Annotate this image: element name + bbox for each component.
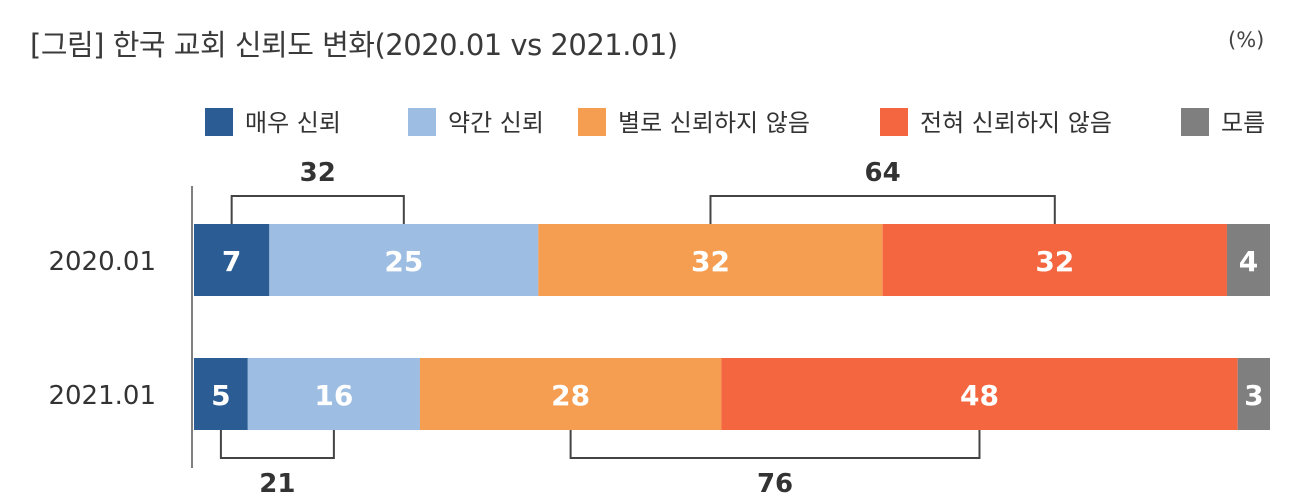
bar-segment-1-5	[1226, 224, 1270, 296]
data-label-2-2: 16	[314, 379, 353, 412]
bar-segment-1-4	[882, 224, 1227, 296]
chart-title: [그림] 한국 교회 신뢰도 변화(2020.01 vs 2021.01)	[30, 28, 678, 62]
bracket-4	[569, 430, 981, 459]
data-label-2-4: 48	[960, 379, 999, 412]
data-label-1-3: 32	[691, 245, 730, 278]
legend-swatch-2	[408, 108, 436, 136]
legend-label-2: 약간 신뢰	[448, 109, 544, 137]
data-label-2-3: 28	[551, 379, 590, 412]
bar-segment-2-4	[721, 358, 1238, 430]
bar-segment-1-3	[538, 224, 883, 296]
data-label-2-5: 3	[1244, 379, 1263, 412]
bar-segment-2-1	[194, 358, 248, 430]
legend-label-5: 모름	[1221, 109, 1265, 137]
bar-segment-2-5	[1237, 358, 1270, 430]
legend-label-3: 별로 신뢰하지 않음	[618, 109, 810, 137]
data-label-1-4: 32	[1035, 245, 1074, 278]
legend-swatch-3	[578, 108, 606, 136]
bracket-1	[230, 195, 405, 224]
legend-swatch-5	[1181, 108, 1209, 136]
bar-segment-1-2	[269, 224, 539, 296]
data-label-1-2: 25	[384, 245, 423, 278]
data-label-1-1: 7	[222, 245, 241, 278]
legend-swatch-1	[205, 108, 233, 136]
bar-segment-2-3	[419, 358, 722, 430]
category-label-1: 2020.01	[48, 247, 156, 277]
bar-segment-1-1	[194, 224, 270, 296]
legend-label-4: 전혀 신뢰하지 않음	[920, 109, 1112, 137]
category-label-2: 2021.01	[48, 381, 156, 411]
bracket-label-2: 64	[865, 158, 901, 188]
bracket-2	[709, 195, 1056, 224]
bracket-3	[219, 430, 335, 459]
bar-segment-2-2	[247, 358, 420, 430]
bracket-label-3: 21	[259, 469, 295, 499]
data-label-2-1: 5	[211, 379, 230, 412]
data-label-1-5: 4	[1239, 245, 1258, 278]
bracket-label-4: 76	[757, 469, 793, 499]
bracket-label-1: 32	[300, 158, 336, 188]
unit-label: (%)	[1228, 28, 1265, 52]
legend-swatch-4	[880, 108, 908, 136]
legend-label-1: 매우 신뢰	[245, 109, 341, 137]
